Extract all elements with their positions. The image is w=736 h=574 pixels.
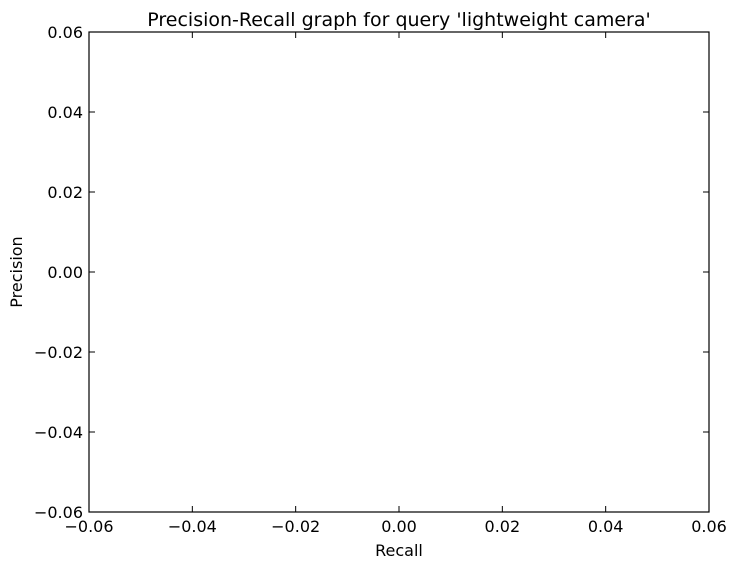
y-axis-ticks: −0.06 −0.04 −0.02 0.00 0.02 0.04 0.06 [34,23,709,522]
x-tick-label: 0.04 [588,517,624,536]
x-tick-label: 0.02 [485,517,521,536]
y-tick-label: −0.02 [34,343,83,362]
x-axis-label: Recall [375,541,423,560]
chart-title: Precision-Recall graph for query 'lightw… [147,9,650,31]
x-axis-ticks: −0.06 −0.04 −0.02 0.00 0.02 0.04 0.06 [64,32,727,536]
y-tick-label: 0.02 [47,183,83,202]
x-tick-label: −0.04 [168,517,217,536]
y-tick-label: 0.00 [47,263,83,282]
x-tick-label: −0.06 [64,517,113,536]
y-tick-label: −0.06 [34,503,83,522]
y-tick-label: −0.04 [34,423,83,442]
plot-area-frame [88,31,710,513]
y-tick-label: 0.04 [47,103,83,122]
x-tick-label: −0.02 [271,517,320,536]
y-axis-label: Precision [7,236,26,307]
x-tick-label: 0.06 [691,517,727,536]
x-tick-label: 0.00 [381,517,417,536]
y-tick-label: 0.06 [47,23,83,42]
